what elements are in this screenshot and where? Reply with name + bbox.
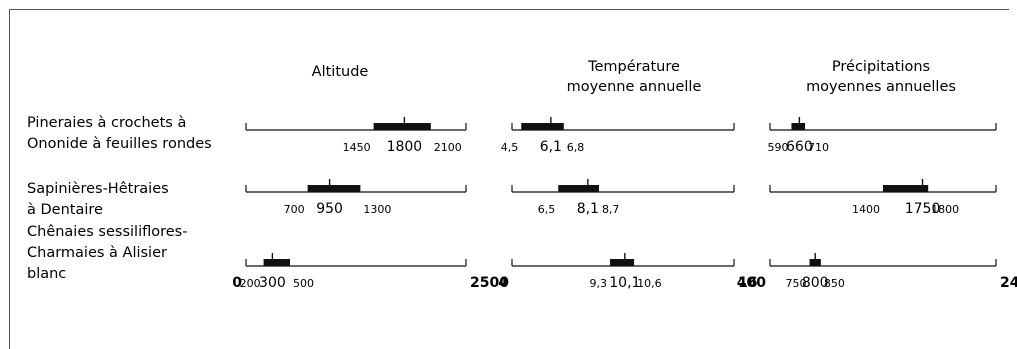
mid-label-1-2: 10,1 <box>609 275 640 291</box>
row-label-1-0: Sapinières-Hêtraies <box>27 181 169 197</box>
mid-label-0-0: 1800 <box>387 139 423 155</box>
mid-label-1-1: 8,1 <box>577 201 599 217</box>
range-bar-2-0 <box>791 123 806 130</box>
high-label-0-1: 1300 <box>363 203 391 216</box>
high-label-2-0: 710 <box>808 141 829 154</box>
mid-label-2-0: 660 <box>786 139 813 155</box>
mid-label-2-1: 1750 <box>905 201 941 217</box>
panel-title-1-0: Température <box>587 59 680 75</box>
low-label-1-2: 9,3 <box>590 277 608 290</box>
mid-label-1-0: 6,1 <box>540 139 562 155</box>
axis-min-label-1: 4 <box>498 275 508 291</box>
low-label-2-2: 750 <box>786 277 807 290</box>
low-label-0-1: 700 <box>284 203 305 216</box>
axis-min-label-0: 0 <box>232 275 242 291</box>
row-label-0-1: Ononide à feuilles rondes <box>27 136 212 152</box>
low-label-1-1: 6,5 <box>538 203 556 216</box>
range-bar-0-2 <box>263 259 290 266</box>
low-label-2-0: 590 <box>767 141 788 154</box>
high-label-1-2: 10,6 <box>637 277 662 290</box>
range-bar-1-1 <box>558 185 599 192</box>
mid-label-0-1: 950 <box>316 201 343 217</box>
axis-min-label-2: 400 <box>737 275 766 291</box>
range-bar-2-1 <box>883 185 929 192</box>
figure-frame <box>9 9 1009 349</box>
high-label-1-0: 6,8 <box>567 141 585 154</box>
axis-max-label-1: 16 <box>738 275 757 291</box>
axis-max-label-2: 2400 <box>1000 275 1017 291</box>
low-label-0-0: 1450 <box>343 141 371 154</box>
row-label-2-0: Chênaies sessiliflores- <box>27 224 187 240</box>
high-label-0-2: 500 <box>293 277 314 290</box>
mid-label-2-2: 800 <box>802 275 829 291</box>
axis-max-label-0: 2500 <box>470 275 509 291</box>
panel-title-2-0: Précipitations <box>832 59 930 75</box>
range-bar-0-1 <box>307 185 361 192</box>
row-label-2-2: blanc <box>27 266 66 282</box>
panel-title-1-1: moyenne annuelle <box>567 79 702 95</box>
row-label-2-1: Charmaies à Alisier <box>27 245 167 261</box>
mid-label-0-2: 300 <box>259 275 286 291</box>
range-bar-1-0 <box>521 123 564 130</box>
low-label-0-2: 200 <box>240 277 261 290</box>
high-label-2-2: 850 <box>824 277 845 290</box>
high-label-0-0: 2100 <box>434 141 462 154</box>
high-label-1-1: 8,7 <box>602 203 620 216</box>
range-bar-1-2 <box>610 259 635 266</box>
low-label-1-0: 4,5 <box>501 141 519 154</box>
row-label-0-0: Pineraies à crochets à <box>27 115 186 131</box>
high-label-2-1: 1800 <box>931 203 959 216</box>
panel-title-2-1: moyennes annuelles <box>806 79 956 95</box>
range-bar-0-0 <box>373 123 431 130</box>
panel-title-0-0: Altitude <box>312 64 369 80</box>
row-label-1-1: à Dentaire <box>27 202 103 218</box>
low-label-2-1: 1400 <box>852 203 880 216</box>
